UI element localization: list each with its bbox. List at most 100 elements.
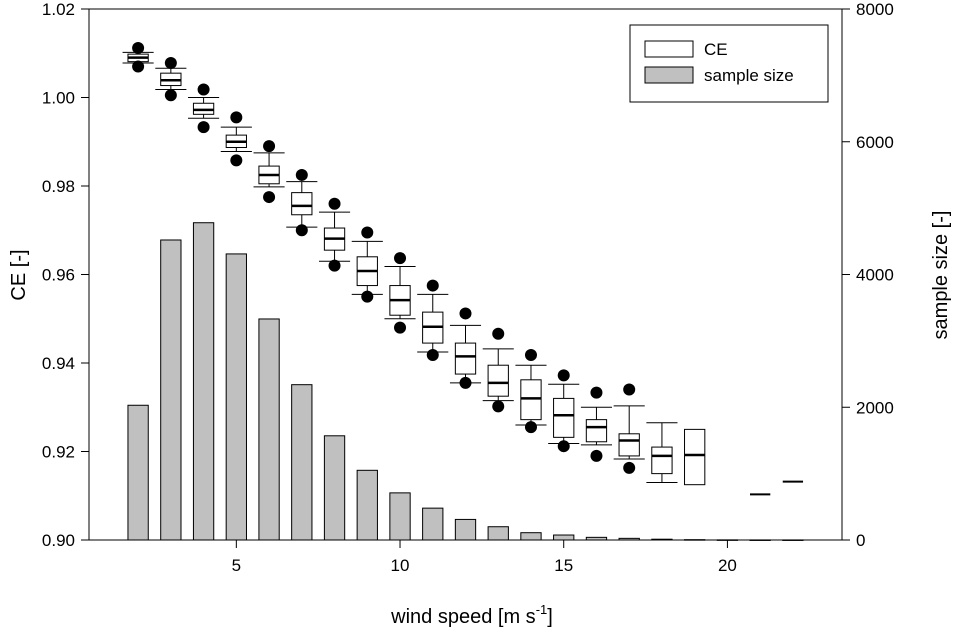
sample-size-bar (258, 318, 280, 541)
ce-box (417, 279, 449, 362)
sample-size-bars (127, 222, 804, 541)
ce-outlier-high (590, 386, 603, 399)
y-right-tick-label: 4000 (856, 266, 894, 285)
y-right-tick-label: 0 (856, 531, 865, 550)
ce-outlier-low (361, 290, 374, 303)
ce-outlier-high (328, 197, 341, 210)
y-axis-right: 0 2000 4000 6000 8000 (842, 0, 894, 550)
ce-outlier-low (426, 349, 439, 362)
x-tick-label: 5 (232, 556, 241, 575)
ce-outlier-high (295, 168, 308, 181)
ce-box-iqr (684, 428, 706, 486)
y-left-tick-label: 0.90 (42, 531, 75, 550)
sample-size-bar (520, 532, 542, 541)
sample-size-bar (389, 492, 411, 541)
y-left-tick-label: 0.96 (42, 266, 75, 285)
ce-outlier-low (132, 60, 145, 73)
ce-box (188, 83, 220, 134)
ce-outlier-low (623, 461, 636, 474)
ce-box (220, 111, 252, 167)
ce-box-iqr (585, 419, 608, 443)
ce-outlier-high (197, 83, 210, 96)
ce-box (482, 327, 514, 413)
ce-outlier-high (132, 41, 145, 54)
ce-outlier-high (426, 279, 439, 292)
ce-outlier-low (394, 321, 407, 334)
ce-box (351, 226, 383, 303)
ce-outlier-high (361, 226, 374, 239)
sample-size-bar (454, 518, 477, 541)
ce-box (286, 168, 318, 237)
ce-outlier-low (263, 191, 276, 204)
ce-box (684, 428, 706, 486)
ce-outlier-low (230, 154, 243, 167)
ce-outlier-low (590, 449, 603, 462)
x-tick-label: 15 (554, 556, 573, 575)
x-axis-title-end: ] (547, 606, 553, 628)
ce-box-iqr (553, 397, 575, 438)
legend-label-sample-size: sample size (704, 66, 794, 85)
sample-size-bar (553, 534, 575, 541)
ce-outlier-low (328, 259, 341, 272)
ce-box-iqr (291, 192, 313, 216)
y-right-tick-label: 2000 (856, 398, 894, 417)
y-axis-left: 0.90 0.92 0.94 0.96 0.98 1.00 1.02 (42, 0, 89, 550)
ce-outlier-low (197, 121, 210, 134)
y-left-tick-label: 0.98 (42, 177, 75, 196)
ce-box-iqr (454, 342, 477, 375)
sample-size-bar (487, 526, 509, 541)
ce-outlier-low (557, 440, 570, 453)
ce-box (122, 41, 154, 73)
y-right-tick-label: 8000 (856, 0, 894, 19)
sample-size-bar (225, 253, 247, 541)
ce-box (318, 197, 351, 272)
legend-frame (629, 24, 829, 103)
legend-swatch-sample-size (644, 66, 694, 84)
ce-box-iqr (520, 379, 542, 421)
y-left-tick-label: 1.02 (42, 0, 75, 19)
x-tick-label: 20 (718, 556, 737, 575)
y-right-tick-label: 6000 (856, 133, 894, 152)
x-axis-title-superscript: -1 (536, 602, 548, 617)
ce-box (155, 56, 187, 102)
ce-outlier-high (164, 56, 177, 69)
ce-box (449, 307, 482, 389)
ce-outlier-high (394, 252, 407, 265)
sample-size-bar (127, 404, 149, 541)
ce-boxes (122, 41, 804, 496)
ce-box (580, 386, 613, 462)
ce-outlier-high (230, 111, 243, 124)
ce-box (548, 369, 580, 453)
ce-box-iqr (618, 433, 640, 457)
ce-outlier-high (524, 349, 537, 362)
y-left-tick-label: 0.94 (42, 354, 75, 373)
ce-box-iqr (487, 364, 509, 397)
legend-label-ce: CE (704, 40, 728, 59)
ce-outlier-low (492, 400, 505, 413)
y-left-tick-label: 0.92 (42, 443, 75, 462)
ce-box (646, 422, 678, 483)
y-left-tick-label: 1.00 (42, 89, 75, 108)
ce-outlier-low (459, 376, 472, 389)
ce-outlier-high (557, 369, 570, 382)
ce-box (253, 140, 285, 204)
ce-box-iqr (651, 446, 673, 475)
y-axis-right-title: sample size [-] (930, 211, 952, 340)
x-axis-title: wind speed [m s-1] (390, 602, 553, 628)
ce-outlier-high (459, 307, 472, 320)
x-tick-label: 10 (391, 556, 410, 575)
sample-size-bar (160, 239, 182, 541)
sample-size-bar (422, 507, 444, 541)
ce-box (613, 383, 645, 474)
sample-size-bar (323, 435, 346, 541)
y-axis-left-title: CE [-] (8, 249, 30, 300)
legend-swatch-ce (644, 40, 694, 58)
ce-outlier-high (623, 383, 636, 396)
sample-size-bar (291, 384, 313, 541)
ce-outlier-low (295, 224, 308, 237)
legend: CE sample size (629, 24, 829, 103)
ce-box (384, 252, 416, 334)
ce-outlier-high (492, 327, 505, 340)
ce-outlier-high (263, 140, 276, 153)
ce-outlier-low (524, 421, 537, 434)
